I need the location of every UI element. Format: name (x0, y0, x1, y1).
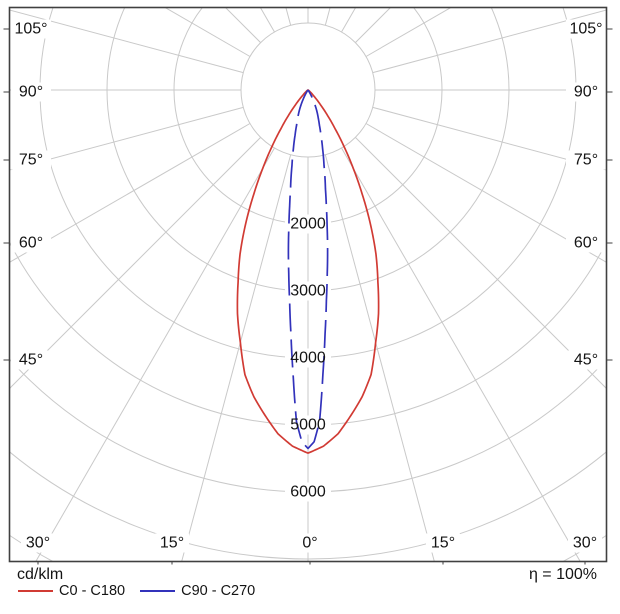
ring-label-mask (285, 214, 331, 234)
angle-label-left: 75° (19, 152, 43, 169)
ring-label: 2000 (290, 216, 326, 233)
grid-spoke (9, 123, 251, 263)
curves (236, 89, 380, 454)
plot-border (8, 6, 608, 563)
units-label: cd/klm (17, 566, 64, 583)
angle-label-right: 75° (574, 152, 598, 169)
grid-spoke (35, 147, 275, 562)
grid-ring (9, 450, 607, 560)
angle-label-mask (566, 233, 606, 253)
angle-label-mask (155, 533, 189, 553)
angle-label-left: 90° (19, 84, 43, 101)
angle-label-right: 60° (574, 235, 598, 252)
angle-label-right: 105° (569, 21, 602, 38)
grid-spoke (372, 9, 607, 74)
angle-label-mask (568, 533, 602, 553)
grid-spoke (341, 147, 581, 562)
curve-c90-c270 (287, 89, 329, 450)
angle-label-bottom: 0° (302, 535, 317, 552)
legend-label-c0-c180: C0 - C180 (59, 583, 126, 599)
angle-label-bottom: 30° (573, 535, 597, 552)
grid-spoke (324, 7, 331, 26)
ring-label-mask (285, 482, 331, 502)
angle-label-left: 105° (14, 21, 47, 38)
angle-label-left: 60° (19, 235, 43, 252)
legend-label-c90-c270: C90 - C270 (181, 583, 256, 599)
legend-item-c90-c270: C90 - C270 (140, 583, 255, 599)
angle-label-mask (11, 350, 51, 370)
legend-item-c0-c180: C0 - C180 (18, 583, 125, 599)
angle-label-right: 45° (574, 352, 598, 369)
ring-label: 6000 (290, 484, 326, 501)
grid-spoke (285, 7, 292, 26)
angle-label-bottom: 15° (431, 535, 455, 552)
border-ticks (3, 28, 613, 565)
angle-label-mask (566, 150, 606, 170)
efficiency-label: η = 100% (528, 566, 597, 583)
ring-label: 5000 (290, 417, 326, 434)
angle-label-right: 90° (574, 84, 598, 101)
grid-spoke (324, 154, 435, 562)
angle-label-bottom: 30° (26, 535, 50, 552)
grid-spoke (372, 106, 607, 171)
angle-label-mask (293, 533, 327, 553)
grid-spoke (9, 9, 244, 74)
grid-spoke (9, 106, 244, 171)
grid-spoke (181, 154, 292, 562)
ring-label: 4000 (290, 350, 326, 367)
angle-label-left: 45° (19, 352, 43, 369)
angle-label-mask (566, 19, 606, 39)
grid-spoke (365, 123, 607, 263)
legend-line-c90-c270-icon (140, 590, 176, 592)
label-masks (11, 19, 606, 553)
ring-label-mask (285, 281, 331, 301)
ring-label: 3000 (290, 283, 326, 300)
ring-label-mask (285, 348, 331, 368)
grid-spoke (355, 137, 607, 390)
curve-c0-c180 (236, 89, 380, 454)
legend-line-c0-c180-icon (18, 590, 53, 592)
angle-label-mask (11, 150, 51, 170)
angle-label-mask (11, 233, 51, 253)
angle-label-mask (566, 350, 606, 370)
angle-label-mask (11, 19, 51, 39)
angle-label-mask (11, 82, 51, 102)
angle-label-bottom: 15° (160, 535, 184, 552)
grid-spoke (9, 137, 261, 390)
angle-label-mask (21, 533, 55, 553)
labels: 2000 3000 4000 5000 6000 105° 90° 75° 60° 45° 105°… (14, 21, 602, 552)
legend: C0 - C180 C90 - C270 (18, 583, 255, 599)
angle-label-mask (566, 82, 606, 102)
angle-label-mask (426, 533, 460, 553)
